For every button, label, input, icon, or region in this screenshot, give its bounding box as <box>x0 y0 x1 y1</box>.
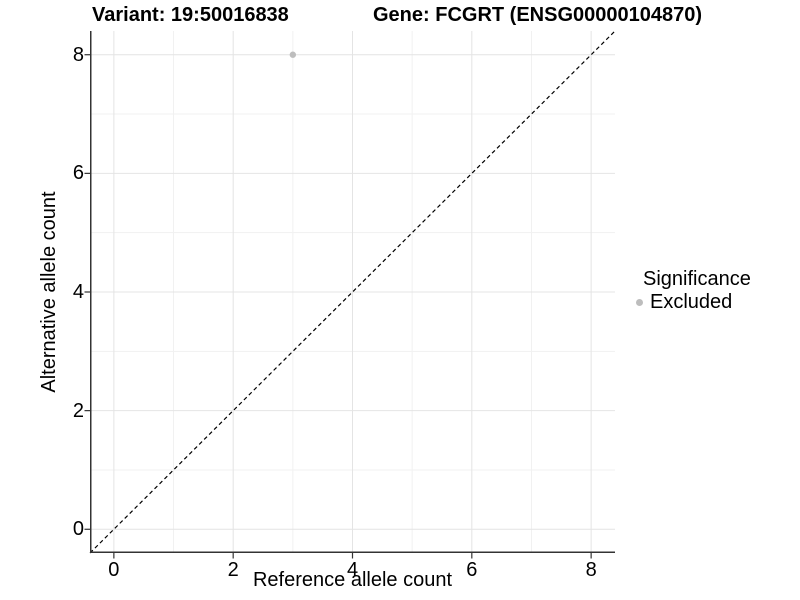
x-tick-label: 2 <box>227 559 239 581</box>
x-tick-label: 6 <box>466 559 478 581</box>
y-tick-label: 4 <box>72 281 84 303</box>
y-tick-label: 2 <box>72 399 84 422</box>
x-tick-label: 4 <box>346 559 359 581</box>
data-point <box>289 51 297 58</box>
y-tick-label: 8 <box>72 43 84 66</box>
x-tick-label: 0 <box>108 559 120 581</box>
variant-title: Variant: 19:50016838 <box>92 4 289 26</box>
plot-panel <box>84 30 616 559</box>
y-tick-label: 0 <box>72 518 84 541</box>
x-axis-title: Reference allele count <box>252 569 452 591</box>
x-tick-label: 8 <box>585 559 597 581</box>
y-axis-title: Alternative allele count <box>38 191 60 393</box>
y-tick-label: 6 <box>72 162 84 185</box>
legend-item: Excluded <box>630 291 751 313</box>
scatter-plot-canvas <box>84 30 616 559</box>
legend-item-label: Excluded <box>650 291 733 313</box>
legend-items: Excluded <box>630 291 751 313</box>
legend-point-icon <box>636 298 643 306</box>
legend: Significance Excluded <box>630 268 751 313</box>
identity-dashed-line <box>89 30 616 554</box>
legend-title: Significance <box>643 268 751 290</box>
gene-title: Gene: FCGRT (ENSG00000104870) <box>373 4 703 26</box>
